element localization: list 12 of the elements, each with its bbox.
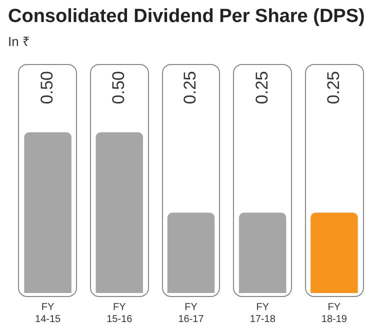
data-label: 0.50 [37,71,56,104]
data-label: 0.25 [252,71,272,104]
x-tick-label: FY 14-15 [35,302,62,325]
data-label: 0.50 [109,71,128,104]
x-tick-label: FY 15-16 [106,302,133,325]
chart-title: Consolidated Dividend Per Share (DPS) [8,6,365,28]
x-tick-label: FY 18-19 [321,302,348,325]
x-tick-label: FY 16-17 [178,302,204,325]
data-label: 0.25 [180,71,200,104]
data-label: 0.25 [324,71,343,104]
x-tick-label: FY 17-18 [250,302,276,325]
chart-subtitle: In ₹ [8,33,30,50]
